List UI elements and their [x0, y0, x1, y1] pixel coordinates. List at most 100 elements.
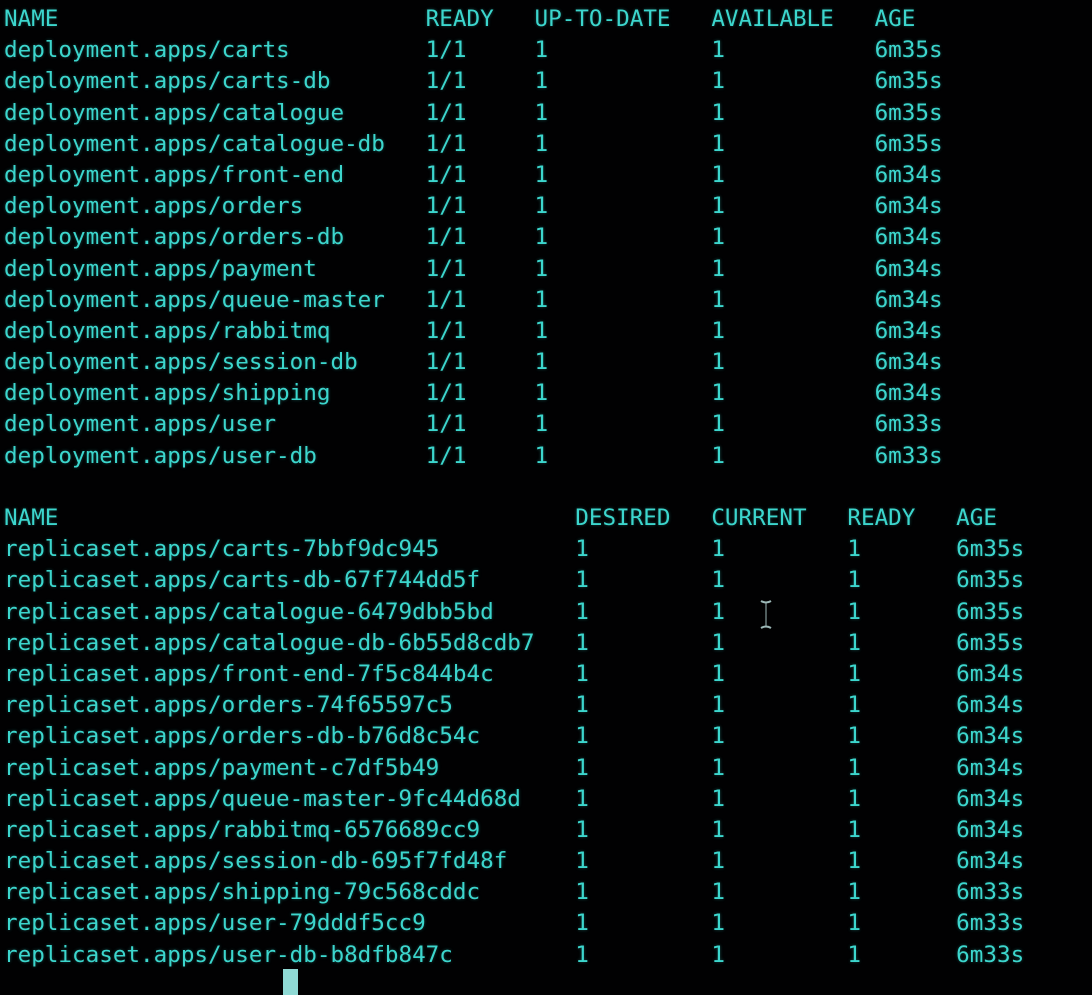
- cell-up-to-date: 1: [534, 193, 549, 220]
- cell-age: 6m35s: [874, 68, 943, 95]
- cell-up-to-date: 1: [534, 224, 549, 251]
- cell-age: 6m33s: [874, 442, 943, 469]
- cell-name: replicaset.apps/user-79dddf5cc9: [4, 910, 426, 937]
- table-row: deployment.apps/orders 1/1 1 1 6m34s: [4, 191, 1092, 222]
- cell-age: 6m35s: [956, 567, 1025, 594]
- cell-age: 6m34s: [956, 785, 1025, 812]
- cell-name: deployment.apps/user: [4, 411, 277, 438]
- cell-current: 1: [711, 536, 725, 563]
- table-row: replicaset.apps/catalogue-6479dbb5bd 1 1 1 6…: [4, 597, 1092, 628]
- table-row: replicaset.apps/orders-db-b76d8c54c 1 1 1 6m…: [4, 721, 1092, 752]
- replicasets-table: NAME DESIRED CURRENT READY AGE replicaset.app…: [4, 503, 1092, 971]
- column-header-name: NAME: [4, 505, 59, 531]
- cell-ready: 1/1: [425, 380, 467, 407]
- cell-desired: 1: [575, 816, 589, 843]
- cell-ready: 1: [847, 848, 861, 875]
- cell-ready: 1/1: [425, 224, 467, 251]
- column-header-name: NAME: [4, 6, 59, 32]
- table-row: deployment.apps/rabbitmq 1/1 1 1 6m34s: [4, 316, 1092, 347]
- cell-name: replicaset.apps/front-end-7f5c844b4c: [4, 660, 494, 687]
- cell-available: 1: [711, 442, 725, 469]
- cell-ready: 1: [847, 598, 861, 625]
- cell-up-to-date: 1: [534, 130, 549, 157]
- cell-name: replicaset.apps/payment-c7df5b49: [4, 754, 440, 781]
- table-row: deployment.apps/session-db 1/1 1 1 6m34s: [4, 347, 1092, 378]
- cell-available: 1: [711, 317, 725, 344]
- cell-ready: 1/1: [425, 193, 467, 220]
- table-row: replicaset.apps/shipping-79c568cddc 1 1 1 6m…: [4, 877, 1092, 908]
- cell-name: deployment.apps/payment: [4, 255, 317, 282]
- deployments-table: NAME READY UP-TO-DATE AVAILABLE AGE deploymen…: [4, 4, 1092, 472]
- cell-age: 6m34s: [874, 349, 943, 376]
- cell-ready: 1/1: [425, 68, 467, 95]
- cell-available: 1: [711, 286, 725, 313]
- table-row: replicaset.apps/catalogue-db-6b55d8cdb7 1…: [4, 628, 1092, 659]
- cell-ready: 1/1: [425, 442, 467, 469]
- cell-available: 1: [711, 161, 725, 188]
- cell-ready: 1/1: [425, 317, 467, 344]
- cell-desired: 1: [575, 660, 589, 687]
- cell-current: 1: [711, 629, 725, 656]
- cell-age: 6m33s: [874, 411, 943, 438]
- cell-available: 1: [711, 68, 725, 95]
- cell-name: deployment.apps/queue-master: [4, 286, 385, 313]
- table-row: replicaset.apps/user-79dddf5cc9 1 1 1 6m33s: [4, 908, 1092, 939]
- cell-ready: 1/1: [425, 161, 467, 188]
- cell-current: 1: [711, 848, 725, 875]
- cell-age: 6m33s: [956, 879, 1025, 906]
- cell-age: 6m35s: [956, 536, 1025, 563]
- table-row: deployment.apps/shipping 1/1 1 1 6m34s: [4, 378, 1092, 409]
- cell-name: replicaset.apps/carts-db-67f744dd5f: [4, 567, 481, 594]
- cell-available: 1: [711, 99, 725, 126]
- table-row: replicaset.apps/session-db-695f7fd48f 1 1 1…: [4, 846, 1092, 877]
- cell-age: 6m35s: [956, 629, 1025, 656]
- table-row: replicaset.apps/payment-c7df5b49 1 1 1 6m34s: [4, 753, 1092, 784]
- cell-available: 1: [711, 349, 725, 376]
- cell-ready: 1: [847, 910, 861, 937]
- cell-name: deployment.apps/catalogue-db: [4, 130, 385, 157]
- cell-name: replicaset.apps/orders-74f65597c5: [4, 692, 453, 719]
- cell-available: 1: [711, 224, 725, 251]
- cell-name: replicaset.apps/carts-7bbf9dc945: [4, 536, 440, 563]
- table-row: deployment.apps/carts-db 1/1 1 1 6m35s: [4, 66, 1092, 97]
- cell-desired: 1: [575, 879, 589, 906]
- column-header-current: CURRENT: [711, 505, 807, 531]
- cell-up-to-date: 1: [534, 380, 549, 407]
- cell-name: replicaset.apps/shipping-79c568cddc: [4, 879, 481, 906]
- cell-age: 6m33s: [956, 910, 1025, 937]
- cell-desired: 1: [575, 941, 589, 968]
- cell-age: 6m34s: [956, 754, 1025, 781]
- column-header-age: AGE: [874, 6, 916, 32]
- cell-age: 6m34s: [956, 723, 1025, 750]
- cell-name: deployment.apps/catalogue: [4, 99, 345, 126]
- cell-name: replicaset.apps/rabbitmq-6576689cc9: [4, 816, 481, 843]
- cell-name: deployment.apps/front-end: [4, 161, 345, 188]
- table-row: deployment.apps/catalogue 1/1 1 1 6m35s: [4, 98, 1092, 129]
- table-row: deployment.apps/orders-db 1/1 1 1 6m34s: [4, 222, 1092, 253]
- cell-age: 6m34s: [874, 380, 943, 407]
- terminal[interactable]: NAME READY UP-TO-DATE AVAILABLE AGE deploymen…: [0, 0, 1092, 974]
- cell-current: 1: [711, 567, 725, 594]
- cell-ready: 1/1: [425, 37, 467, 64]
- table-row: deployment.apps/payment 1/1 1 1 6m34s: [4, 254, 1092, 285]
- cell-age: 6m34s: [956, 692, 1025, 719]
- table-row: deployment.apps/user 1/1 1 1 6m33s: [4, 409, 1092, 440]
- cell-age: 6m33s: [956, 941, 1025, 968]
- cell-current: 1: [711, 816, 725, 843]
- cell-name: replicaset.apps/session-db-695f7fd48f: [4, 848, 508, 875]
- cell-age: 6m34s: [874, 161, 943, 188]
- cell-up-to-date: 1: [534, 286, 549, 313]
- cell-name: deployment.apps/user-db: [4, 442, 317, 469]
- cell-up-to-date: 1: [534, 442, 549, 469]
- cell-ready: 1: [847, 879, 861, 906]
- cell-up-to-date: 1: [534, 411, 549, 438]
- cell-ready: 1: [847, 941, 861, 968]
- cell-age: 6m34s: [956, 816, 1025, 843]
- cell-desired: 1: [575, 754, 589, 781]
- cell-current: 1: [711, 723, 725, 750]
- table-row: replicaset.apps/front-end-7f5c844b4c 1 1 1 6…: [4, 659, 1092, 690]
- cell-up-to-date: 1: [534, 99, 549, 126]
- cell-ready: 1: [847, 754, 861, 781]
- cell-available: 1: [711, 37, 725, 64]
- cell-name: deployment.apps/orders-db: [4, 224, 345, 251]
